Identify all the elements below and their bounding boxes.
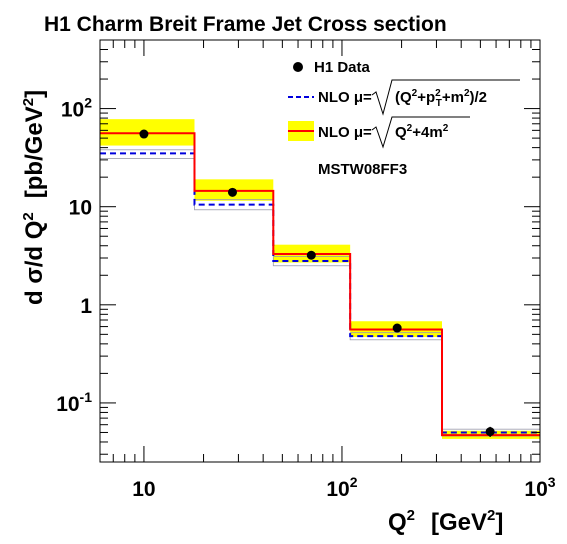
legend-label-nlo-solid: NLO μ= — [318, 124, 372, 141]
axis-ticks — [99, 39, 541, 462]
y-axis-label-sup: 2 — [20, 212, 37, 220]
nlo-solid-line — [100, 132, 540, 437]
nlo-dashed-line — [100, 152, 540, 434]
x-tick-label: 103 — [524, 474, 555, 501]
x-axis-unit-sup: 2 — [487, 507, 495, 524]
legend-note: MSTW08FF3 — [318, 161, 407, 178]
legend-label-nlo-dashed: NLO μ= — [318, 89, 372, 106]
x-axis-unit-close: ] — [495, 509, 503, 536]
data-point — [306, 250, 316, 260]
y-tick-label: 10 — [69, 197, 92, 220]
y-tick-label: 10-1 — [56, 389, 92, 416]
legend-sqrt-sign-2 — [371, 116, 470, 149]
legend-marker-data — [293, 62, 303, 72]
x-tick-label: 10 — [132, 478, 155, 501]
y-axis-label: d σ/d Q2[pb/GeV2] — [20, 90, 48, 305]
data-point — [227, 187, 237, 197]
x-axis-label: Q2 [GeV2] — [388, 507, 503, 536]
x-axis-label-sup: 2 — [407, 507, 415, 524]
legend-label-data: H1 Data — [314, 59, 371, 76]
y-tick-label: 1 — [80, 295, 92, 318]
legend-formula-1: (Q2+p2 T+m2)/2 — [395, 88, 487, 109]
plot-area — [99, 119, 541, 439]
data-point — [485, 427, 495, 437]
chart-title: H1 Charm Breit Frame Jet Cross section — [44, 13, 447, 36]
x-axis-label-main: Q — [388, 509, 407, 536]
y-axis-unit-close: ] — [21, 90, 48, 98]
y-tick-label: 102 — [61, 95, 92, 122]
y-axis-unit-sup: 2 — [20, 98, 37, 106]
plot-frame — [99, 39, 541, 463]
axis-tick-labels: 10-1 1 10 102 10 102 103 — [56, 95, 556, 501]
data-point — [392, 323, 402, 333]
y-axis-label-main: d σ/d Q — [21, 221, 48, 305]
data-point — [139, 129, 149, 139]
legend-formula-2: Q2+4m2 — [395, 123, 449, 141]
x-tick-label: 102 — [326, 474, 357, 501]
legend-sqrt-sign-1 — [371, 79, 520, 116]
y-axis-unit: [pb/GeV — [21, 106, 48, 198]
legend: H1 Data NLO μ= (Q2+p2 T+m2)/2 NLO μ= Q2+4… — [288, 59, 520, 178]
x-axis-unit: [GeV — [431, 509, 487, 536]
